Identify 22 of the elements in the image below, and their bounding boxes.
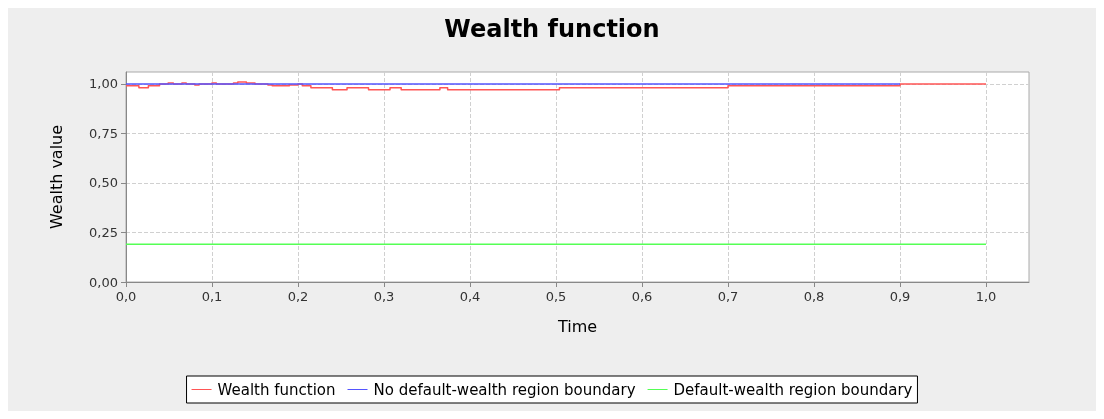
x-tick-label: 0,8 xyxy=(803,289,825,304)
y-tick-label: 0,75 xyxy=(89,125,118,141)
legend-label: Wealth function xyxy=(217,380,336,399)
x-tick-label: 0,0 xyxy=(115,289,137,304)
legend-label: Default-wealth region boundary xyxy=(673,380,913,399)
x-tick-label: 0,3 xyxy=(373,289,395,304)
x-tick-label: 0,6 xyxy=(631,289,653,304)
x-tick-label: 0,1 xyxy=(201,289,223,304)
x-tick-label: 0,7 xyxy=(717,289,739,304)
x-tick-label: 0,9 xyxy=(889,289,911,304)
y-tick-label: 0,50 xyxy=(89,175,118,191)
x-tick-label: 0,2 xyxy=(287,289,309,304)
x-axis-title: Time xyxy=(556,316,598,336)
chart-title: Wealth function xyxy=(444,15,660,43)
y-tick-label: 0,00 xyxy=(89,274,118,290)
x-tick-label: 1,0 xyxy=(975,289,997,304)
x-tick-label: 0,5 xyxy=(545,289,567,304)
y-tick-label: 0,25 xyxy=(89,224,118,240)
x-tick-label: 0,4 xyxy=(459,289,481,304)
legend-label: No default-wealth region boundary xyxy=(373,380,636,399)
y-axis-title: Wealth value xyxy=(46,124,66,230)
y-tick-label: 1,00 xyxy=(89,76,118,92)
